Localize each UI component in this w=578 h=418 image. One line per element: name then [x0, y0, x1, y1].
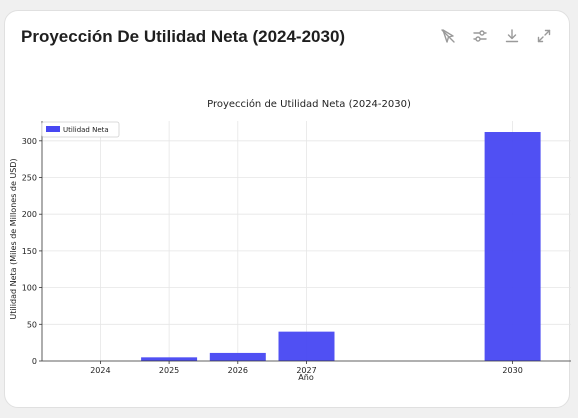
adjust-icon[interactable]: [469, 25, 491, 47]
axes-layer: 0 50 100 150 200 250 300 2024 2025 2026 2027 2030: [22, 121, 571, 375]
download-icon[interactable]: [501, 25, 523, 47]
chart-toolbar: [437, 25, 555, 47]
bar-2025: [141, 357, 198, 361]
x-tick-label: 2024: [90, 366, 110, 375]
legend-label: Utilidad Neta: [63, 126, 109, 134]
y-tick-label: 150: [22, 247, 37, 256]
card-title: Proyección De Utilidad Neta (2024-2030): [21, 27, 346, 46]
y-tick-label: 250: [22, 174, 37, 183]
bar-chart: 0 50 100 150 200 250 300 2024 2025 2026 2027 2030 P…: [9, 98, 571, 382]
x-tick-label: 2030: [502, 366, 522, 375]
y-tick-label: 100: [22, 284, 37, 293]
chart-title: Proyección de Utilidad Neta (2024-2030): [207, 98, 411, 110]
y-tick-label: 50: [27, 320, 37, 329]
x-tick-label: 2027: [296, 366, 316, 375]
x-tick-label: 2025: [159, 366, 179, 375]
bar-2027: [278, 331, 335, 361]
x-axis-label: Año: [298, 373, 314, 382]
chart-card: Proyección De Utilidad Neta (2024-2030): [4, 10, 571, 408]
bars-layer: [141, 132, 541, 361]
legend-swatch: [46, 126, 60, 132]
legend: Utilidad Neta: [41, 121, 120, 138]
y-axis-label: Utilidad Neta (Miles de Millones de USD): [9, 158, 18, 319]
bar-2026: [209, 352, 266, 361]
pointer-off-icon[interactable]: [437, 25, 459, 47]
y-tick-label: 0: [32, 357, 37, 366]
y-tick-label: 300: [22, 137, 37, 146]
y-tick-label: 200: [22, 210, 37, 219]
expand-icon[interactable]: [533, 25, 555, 47]
x-tick-label: 2026: [228, 366, 248, 375]
bar-2030: [484, 132, 541, 361]
